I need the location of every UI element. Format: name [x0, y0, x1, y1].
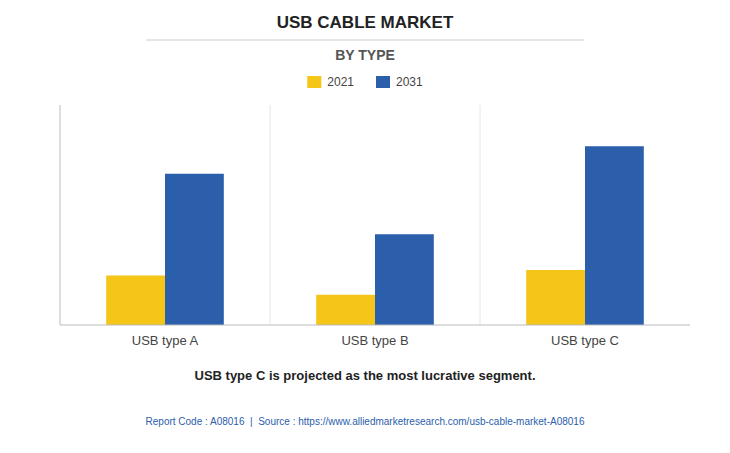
- legend-item: 2031: [376, 75, 423, 89]
- legend-label: 2031: [396, 75, 423, 89]
- bar: [106, 276, 165, 326]
- legend-item: 2021: [307, 75, 354, 89]
- x-tick-label: USB type C: [551, 333, 619, 348]
- legend-label: 2021: [327, 75, 354, 89]
- legend: 2021 2031: [307, 75, 423, 89]
- bar: [526, 270, 585, 325]
- page: {"chart_data": {"type": "bar", "title": …: [0, 0, 730, 453]
- bar: [165, 174, 224, 325]
- bars: [106, 146, 644, 325]
- x-axis-line: [60, 325, 690, 326]
- title-rule: [146, 40, 584, 41]
- x-tick-label: USB type B: [341, 333, 408, 348]
- legend-swatch: [376, 76, 390, 88]
- bar: [375, 234, 434, 325]
- group-separator: [270, 105, 271, 325]
- legend-swatch: [307, 76, 321, 88]
- y-axis-line: [60, 105, 61, 325]
- group-separator: [480, 105, 481, 325]
- chart: USB CABLE MARKET BY TYPE 2021 2031 USB type …: [0, 0, 730, 453]
- title: USB CABLE MARKET: [277, 13, 454, 32]
- x-tick-label: USB type A: [132, 333, 199, 348]
- bar: [585, 146, 644, 325]
- footer: USB type C is projected as the most lucr…: [195, 368, 536, 383]
- source: Report Code : A08016 | Source : https://…: [146, 416, 585, 427]
- subtitle: BY TYPE: [335, 47, 395, 63]
- bar: [316, 295, 375, 325]
